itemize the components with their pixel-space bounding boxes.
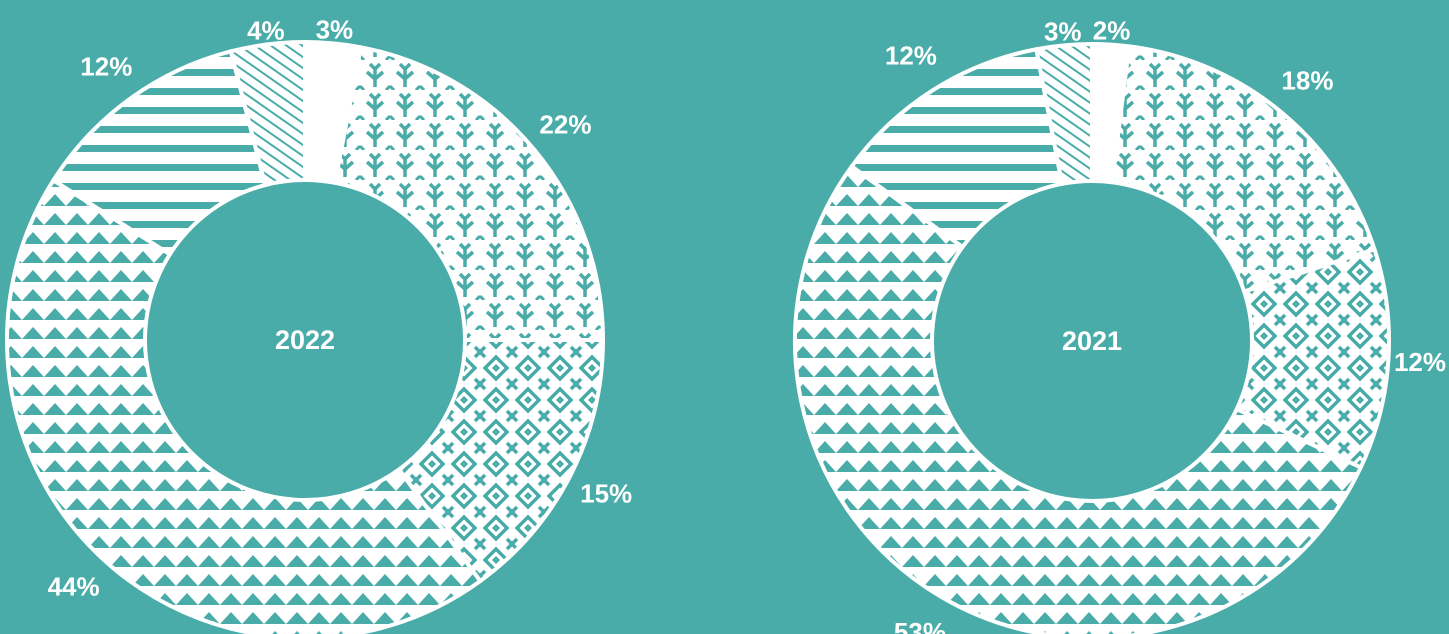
slice-label: 12% <box>1394 347 1446 377</box>
slice-label: 15% <box>580 478 632 508</box>
slice-diagonal-hatch <box>1034 42 1094 186</box>
slice-label: 44% <box>48 571 100 601</box>
slice-label: 2% <box>1093 16 1131 46</box>
slice-label: 22% <box>539 110 591 140</box>
center-label: 2022 <box>275 325 335 355</box>
slice-label: 3% <box>1044 16 1082 46</box>
slice-label: 3% <box>316 14 354 44</box>
slice-label: 18% <box>1281 66 1333 96</box>
slice-diamond-ornament <box>397 338 605 584</box>
slice-triangles <box>5 178 483 634</box>
donut-chart-2021: 2% 18% 12% 53% 12% 3% 2021 <box>792 16 1446 634</box>
slice-label: 12% <box>885 41 937 71</box>
center-label: 2021 <box>1062 326 1122 356</box>
donut-chart-2022: 3% 22% 15% 44% 12% 4% 2022 <box>5 14 632 634</box>
slice-label: 4% <box>247 15 285 45</box>
slice-label: 12% <box>80 52 132 82</box>
slice-diagonal-hatch <box>228 40 307 188</box>
slice-arrow-weave <box>1110 44 1377 294</box>
slice-arrow-weave <box>332 45 605 342</box>
slice-label: 53% <box>894 617 946 634</box>
